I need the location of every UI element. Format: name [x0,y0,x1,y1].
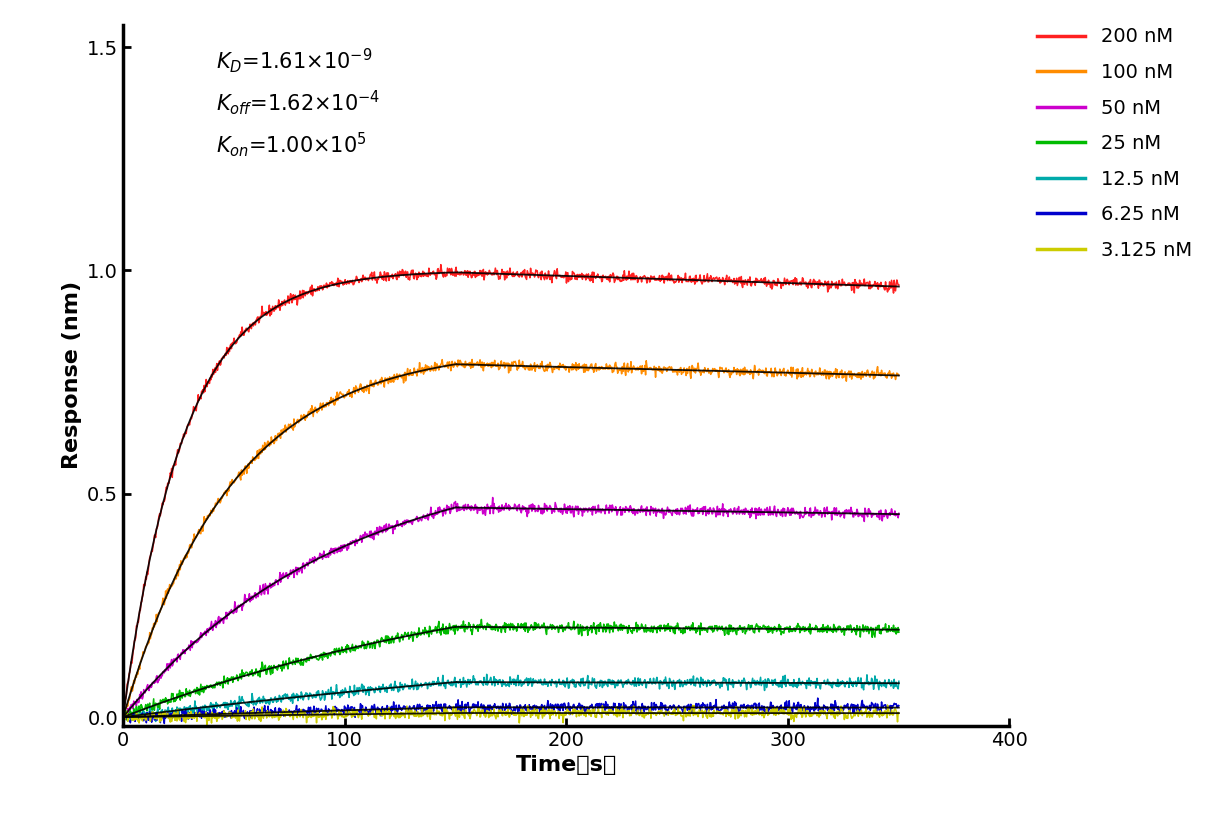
50 nM [140,680,155,690]
50 nM [815,510,830,520]
Line: 25 nM: 25 nM [123,620,899,720]
6.25 nM [156,719,171,728]
200 nM [433,260,448,270]
25 nM [815,627,830,637]
100 nM [116,710,130,719]
12.5 nM [587,674,602,684]
X-axis label: Time（s）: Time（s） [516,756,617,776]
25 nM [116,712,130,722]
12.5 nM [815,678,830,688]
6.25 nM [810,693,825,703]
200 nM [116,711,130,721]
100 nM [375,376,390,386]
3.125 nM [199,719,214,729]
50 nM [377,522,391,532]
50 nM [117,713,132,723]
Y-axis label: Response (nm): Response (nm) [62,281,81,469]
3.125 nM [852,708,867,718]
3.125 nM [880,700,895,710]
Legend: 200 nM, 100 nM, 50 nM, 25 nM, 12.5 nM, 6.25 nM, 3.125 nM: 200 nM, 100 nM, 50 nM, 25 nM, 12.5 nM, 6… [1037,27,1192,260]
12.5 nM [148,717,162,727]
Line: 100 nM: 100 nM [123,360,899,714]
200 nM [139,567,154,577]
6.25 nM [139,708,154,718]
3.125 nM [815,705,830,715]
12.5 nM [116,710,130,720]
6.25 nM [586,703,601,713]
200 nM [263,304,278,314]
100 nM [465,355,480,365]
100 nM [586,367,601,377]
Line: 50 nM: 50 nM [123,497,899,718]
Line: 12.5 nM: 12.5 nM [123,674,899,722]
Line: 6.25 nM: 6.25 nM [123,698,899,724]
100 nM [815,370,830,380]
50 nM [485,493,500,502]
3.125 nM [377,710,391,719]
12.5 nM [377,684,391,694]
50 nM [853,510,868,520]
25 nM [891,627,906,637]
100 nM [139,639,154,649]
50 nM [263,580,278,590]
6.25 nM [815,703,830,713]
200 nM [815,278,830,288]
200 nM [891,280,906,290]
50 nM [587,503,602,513]
Line: 200 nM: 200 nM [123,265,899,716]
25 nM [853,632,868,642]
50 nM [116,712,130,722]
12.5 nM [853,678,868,688]
25 nM [263,661,278,671]
200 nM [852,276,867,285]
200 nM [586,267,601,277]
25 nM [140,699,155,709]
100 nM [891,370,906,380]
12.5 nM [891,676,906,686]
Line: 3.125 nM: 3.125 nM [123,705,899,724]
6.25 nM [377,704,391,714]
200 nM [375,271,390,281]
25 nM [474,615,489,625]
6.25 nM [853,707,868,717]
12.5 nM [479,669,494,679]
100 nM [263,440,278,450]
3.125 nM [586,708,601,718]
6.25 nM [116,714,130,724]
12.5 nM [263,693,278,703]
100 nM [852,368,867,378]
25 nM [587,624,602,634]
Text: $K_D$=1.61×10$^{-9}$
$K_{off}$=1.62×10$^{-4}$
$K_{on}$=1.00×10$^{5}$: $K_D$=1.61×10$^{-9}$ $K_{off}$=1.62×10$^… [217,45,380,159]
3.125 nM [139,710,154,719]
25 nM [119,715,134,725]
12.5 nM [139,708,154,718]
50 nM [891,508,906,518]
3.125 nM [116,713,130,723]
6.25 nM [891,700,906,710]
3.125 nM [891,708,906,718]
3.125 nM [263,710,278,719]
25 nM [377,635,391,645]
6.25 nM [263,705,278,715]
